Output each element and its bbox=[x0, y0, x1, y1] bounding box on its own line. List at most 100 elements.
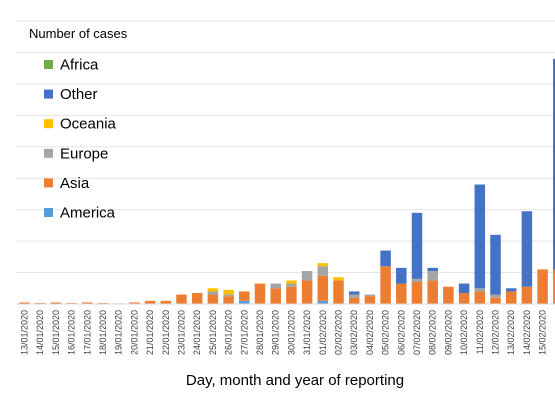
bar-segment-asia bbox=[537, 269, 548, 304]
bar-stack-20-01-2020 bbox=[129, 302, 140, 304]
x-tick-label: 23/01/2020 bbox=[177, 310, 187, 355]
bar-segment-europe bbox=[427, 270, 438, 281]
bar-segment-asia bbox=[458, 292, 470, 304]
bar-stack-21-01-2020 bbox=[144, 300, 156, 304]
bar-stack-05-02-2020 bbox=[380, 250, 391, 304]
legend-label-america: America bbox=[60, 205, 116, 222]
bar-segment-other bbox=[427, 267, 438, 271]
x-tick-label: 31/01/2020 bbox=[302, 310, 312, 355]
bar-segment-asia bbox=[521, 286, 533, 304]
bar-segment-asia bbox=[50, 302, 62, 304]
bar-segment-asia bbox=[380, 266, 391, 304]
bar-stack-14-02-2020 bbox=[521, 211, 533, 304]
bar-segment-asia bbox=[317, 275, 329, 301]
bar-stack-26-01-2020 bbox=[223, 289, 234, 304]
bar-segment-asia bbox=[176, 294, 187, 304]
bar-stack-03-02-2020 bbox=[348, 291, 360, 304]
bar-segment-other bbox=[553, 58, 555, 270]
bar-stack-09-02-2020 bbox=[443, 286, 454, 304]
x-tick-label: 15/02/2020 bbox=[538, 310, 548, 355]
bar-stack-29-01-2020 bbox=[270, 283, 281, 304]
legend-swatch-other bbox=[44, 89, 53, 99]
legend-label-oceania: Oceania bbox=[60, 116, 117, 133]
bar-segment-europe bbox=[270, 283, 281, 289]
legend: Number of cases Africa Other Oceania Europe… bbox=[29, 26, 128, 222]
bar-segment-america bbox=[317, 300, 329, 304]
bar-segment-europe bbox=[348, 294, 360, 298]
bar-stack-10-02-2020 bbox=[458, 283, 470, 304]
bar-stack-16-02-2020 bbox=[553, 58, 555, 304]
bar-segment-asia bbox=[490, 297, 501, 304]
bar-segment-other bbox=[505, 288, 517, 292]
bar-segment-other bbox=[380, 250, 391, 267]
x-tick-label: 21/01/2020 bbox=[145, 310, 155, 355]
bar-segment-asia bbox=[505, 291, 517, 304]
legend-label-africa: Africa bbox=[60, 57, 99, 74]
x-tick-labels: 13/01/2020 14/01/2020 15/01/2020 16/01/2020… bbox=[20, 310, 555, 355]
bar-segment-other bbox=[521, 211, 533, 287]
bar-stack-02-02-2020 bbox=[333, 277, 344, 304]
bar-segment-asia bbox=[333, 280, 344, 304]
bar-segment-other bbox=[396, 267, 407, 284]
legend-item-oceania: Oceania bbox=[44, 116, 117, 133]
legend-items: Africa Other Oceania Europe Asia America bbox=[44, 57, 117, 222]
bar-segment-other bbox=[490, 234, 501, 295]
bar-segment-europe bbox=[364, 294, 376, 297]
bar-segment-oceania bbox=[223, 289, 234, 295]
bar-segment-asia bbox=[191, 292, 203, 304]
x-tick-label: 15/01/2020 bbox=[51, 310, 61, 355]
legend-label-other: Other bbox=[60, 86, 98, 103]
y-gridlines bbox=[16, 20, 555, 274]
bar-segment-asia bbox=[443, 286, 454, 304]
bar-segment-oceania bbox=[207, 288, 219, 292]
bar-segment-asia bbox=[254, 283, 266, 304]
bar-stack-17-01-2020 bbox=[82, 302, 93, 304]
x-tick-label: 11/02/2020 bbox=[475, 310, 485, 354]
x-tick-label: 29/01/2020 bbox=[271, 310, 281, 355]
x-tick-label: 22/01/2020 bbox=[161, 310, 171, 355]
bar-stack-15-01-2020 bbox=[50, 302, 62, 304]
x-axis-title: Day, month and year of reporting bbox=[186, 372, 404, 389]
x-tick-label: 26/01/2020 bbox=[224, 310, 234, 355]
bar-segment-america bbox=[239, 300, 250, 304]
legend-swatch-america bbox=[44, 208, 53, 217]
bar-stack-30-01-2020 bbox=[286, 280, 297, 304]
bar-segment-europe bbox=[207, 291, 219, 295]
bars bbox=[19, 58, 555, 304]
legend-item-america: America bbox=[44, 205, 116, 222]
x-tick-label: 16/02/2020 bbox=[553, 310, 555, 355]
legend-swatch-africa bbox=[44, 60, 53, 69]
x-tick-label: 17/01/2020 bbox=[82, 310, 92, 355]
x-tick-label: 03/02/2020 bbox=[349, 310, 359, 355]
x-tick-label: 10/02/2020 bbox=[459, 310, 469, 355]
bar-segment-europe bbox=[490, 294, 501, 298]
bar-segment-asia bbox=[223, 296, 234, 304]
bar-stack-23-01-2020 bbox=[176, 294, 187, 304]
bar-segment-asia bbox=[82, 302, 93, 304]
bar-segment-other bbox=[411, 212, 423, 279]
x-tick-label: 20/01/2020 bbox=[129, 310, 139, 355]
bar-stack-28-01-2020 bbox=[254, 283, 266, 304]
legend-item-other: Other bbox=[44, 86, 98, 103]
bar-segment-europe bbox=[474, 288, 486, 292]
bar-stack-31-01-2020 bbox=[301, 270, 313, 304]
bar-stack-24-01-2020 bbox=[191, 292, 203, 304]
x-tick-label: 28/01/2020 bbox=[255, 310, 265, 355]
bar-segment-europe bbox=[317, 266, 329, 276]
bar-segment-asia bbox=[474, 291, 486, 304]
bar-segment-europe bbox=[411, 278, 423, 282]
x-tick-label: 14/01/2020 bbox=[35, 310, 45, 355]
x-tick-label: 08/02/2020 bbox=[428, 310, 438, 355]
bar-stack-04-02-2020 bbox=[364, 294, 376, 304]
bar-stack-01-02-2020 bbox=[317, 263, 329, 304]
x-tick-label: 09/02/2020 bbox=[443, 310, 453, 355]
bar-segment-asia bbox=[301, 280, 313, 304]
bar-segment-asia bbox=[286, 286, 297, 304]
bar-stack-12-02-2020 bbox=[490, 234, 501, 304]
bar-segment-other bbox=[474, 184, 486, 289]
bar-stack-08-02-2020 bbox=[427, 267, 438, 304]
bar-segment-oceania bbox=[333, 277, 344, 281]
bar-segment-asia bbox=[270, 288, 281, 304]
x-tick-label: 12/02/2020 bbox=[491, 310, 501, 355]
